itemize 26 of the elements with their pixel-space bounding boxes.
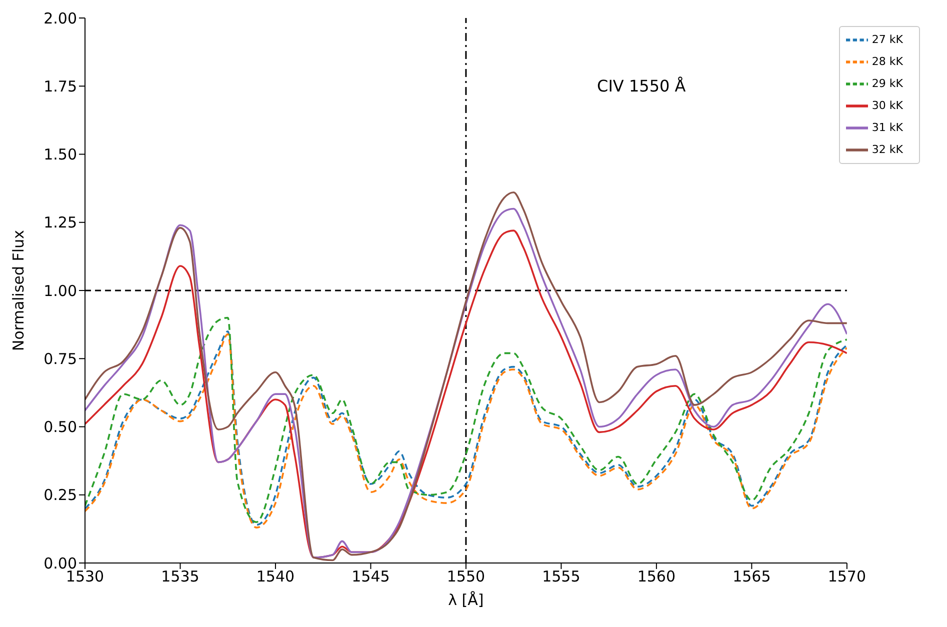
x-tick-label: 1540 bbox=[256, 568, 295, 586]
x-tick-label: 1545 bbox=[352, 568, 390, 586]
x-tick-label: 1535 bbox=[161, 568, 200, 586]
y-tick-label: 1.00 bbox=[44, 282, 77, 300]
y-tick-label: 1.50 bbox=[44, 146, 77, 164]
x-tick-label: 1570 bbox=[828, 568, 866, 586]
legend-label: 29 kK bbox=[872, 77, 903, 90]
x-tick-label: 1560 bbox=[637, 568, 676, 586]
y-tick-label: 1.25 bbox=[44, 214, 77, 232]
legend-label: 28 kK bbox=[872, 55, 903, 68]
y-axis-title: Normalised Flux bbox=[9, 230, 28, 351]
legend-label: 32 kK bbox=[872, 143, 903, 156]
x-tick-label: 1530 bbox=[66, 568, 104, 586]
y-tick-label: 0.50 bbox=[44, 418, 77, 436]
y-tick-label: 2.00 bbox=[44, 9, 77, 28]
x-tick-label: 1565 bbox=[732, 568, 771, 586]
legend-label: 31 kK bbox=[872, 121, 903, 134]
legend-label: 27 kK bbox=[872, 33, 903, 46]
annotation-text: CIV 1550 Å bbox=[597, 76, 686, 96]
y-tick-label: 1.75 bbox=[44, 77, 77, 96]
x-tick-label: 1555 bbox=[542, 568, 580, 586]
x-tick-label: 1550 bbox=[446, 568, 486, 586]
y-tick-label: 0.25 bbox=[44, 486, 77, 504]
y-tick-label: 0.75 bbox=[44, 350, 77, 368]
legend-label: 30 kK bbox=[872, 99, 903, 112]
x-axis-title: λ [Å] bbox=[448, 591, 484, 609]
